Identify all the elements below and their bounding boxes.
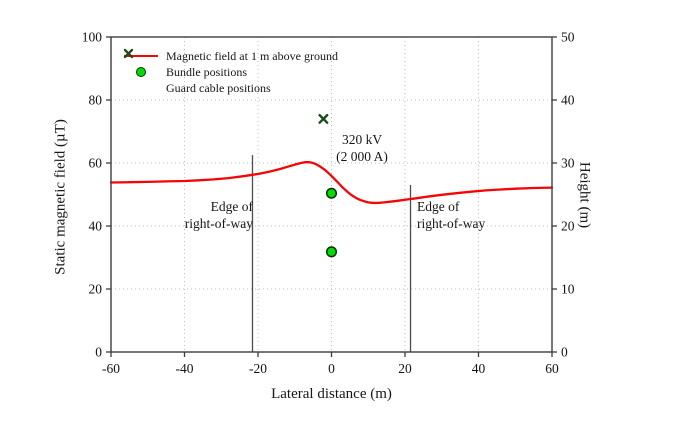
row-label-text: right-of-way: [417, 216, 486, 231]
y-left-tick-label: 40: [89, 219, 103, 234]
x-tick-label: -60: [102, 361, 120, 376]
x-tick-label: 20: [398, 361, 412, 376]
legend-item-bundle-positions: Bundle positions: [123, 64, 338, 80]
y-left-tick-label: 60: [89, 156, 103, 171]
guard-cable-marker: [318, 113, 329, 124]
x-tick-label: 0: [328, 361, 335, 376]
legend-item-magnetic-field: Magnetic field at 1 m above ground: [123, 48, 338, 64]
row-label-left: Edge of right-of-way: [153, 198, 253, 232]
x-tick-label: 60: [545, 361, 559, 376]
y-left-tick-label: 100: [82, 30, 103, 45]
x-tick-label: 40: [472, 361, 486, 376]
y-right-tick-label: 30: [561, 156, 575, 171]
magnetic-field-curve: [109, 160, 554, 205]
bundle-marker: [325, 187, 338, 199]
bundle-marker: [325, 246, 338, 258]
green-circle-marker-icon: [123, 67, 159, 77]
legend: Magnetic field at 1 m above ground Bundl…: [123, 48, 338, 96]
voltage-annotation: 320 kV (2 000 A): [302, 131, 422, 165]
y-right-tick-label: 20: [561, 219, 575, 234]
y-right-tick-label: 50: [561, 30, 575, 45]
row-label-text: Edge of: [417, 199, 460, 214]
red-line-swatch-icon: [123, 55, 159, 57]
y-left-tick-label: 0: [95, 345, 102, 360]
row-label-text: right-of-way: [184, 216, 253, 231]
y-right-tick-label: 0: [561, 345, 568, 360]
x-tick-label: -40: [176, 361, 194, 376]
y-axis-title-left: Static magnetic field (µT): [52, 119, 69, 275]
row-label-right: Edge of right-of-way: [417, 198, 517, 232]
annotation-line-voltage: 320 kV: [341, 132, 383, 147]
x-axis-title: Lateral distance (m): [271, 386, 392, 402]
legend-label: Guard cable positions: [166, 80, 271, 95]
y-right-tick-label: 10: [561, 282, 575, 297]
y-left-tick-label: 80: [89, 93, 103, 108]
y-right-tick-label: 40: [561, 93, 575, 108]
y-axis-title-right: Height (m): [576, 161, 593, 229]
legend-item-guard-cable: Guard cable positions: [123, 48, 338, 96]
row-label-text: Edge of: [210, 199, 253, 214]
legend-label: Bundle positions: [166, 64, 248, 79]
annotation-line-current: (2 000 A): [336, 149, 388, 164]
x-tick-label: -20: [249, 361, 267, 376]
y-left-tick-label: 20: [89, 282, 103, 297]
legend-label: Magnetic field at 1 m above ground: [166, 48, 338, 63]
